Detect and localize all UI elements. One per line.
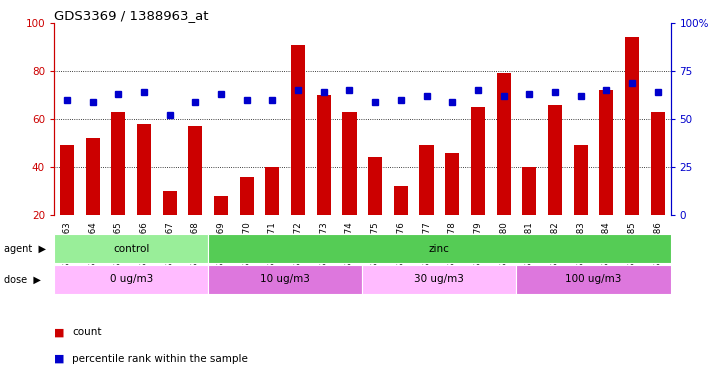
Bar: [445, 152, 459, 215]
Text: ■: ■: [54, 327, 65, 337]
Text: 10 ug/m3: 10 ug/m3: [260, 274, 310, 285]
Bar: [317, 95, 331, 215]
Bar: [214, 196, 228, 215]
Text: control: control: [113, 243, 149, 254]
Bar: [471, 107, 485, 215]
Bar: [497, 73, 510, 215]
Text: 0 ug/m3: 0 ug/m3: [110, 274, 153, 285]
Bar: [188, 126, 203, 215]
Text: 100 ug/m3: 100 ug/m3: [565, 274, 622, 285]
Bar: [368, 157, 382, 215]
Bar: [516, 265, 671, 294]
Bar: [548, 104, 562, 215]
Bar: [522, 167, 536, 215]
Bar: [362, 265, 516, 294]
Text: 30 ug/m3: 30 ug/m3: [415, 274, 464, 285]
Text: agent  ▶: agent ▶: [4, 243, 45, 254]
Bar: [574, 146, 588, 215]
Text: zinc: zinc: [429, 243, 450, 254]
Text: count: count: [72, 327, 102, 337]
Text: dose  ▶: dose ▶: [4, 274, 40, 285]
Bar: [394, 186, 408, 215]
Text: GDS3369 / 1388963_at: GDS3369 / 1388963_at: [54, 9, 208, 22]
Bar: [163, 191, 177, 215]
Bar: [239, 177, 254, 215]
Bar: [137, 124, 151, 215]
Bar: [650, 112, 665, 215]
Bar: [342, 112, 356, 215]
Bar: [208, 265, 362, 294]
Bar: [54, 234, 208, 263]
Bar: [54, 265, 208, 294]
Bar: [111, 112, 125, 215]
Bar: [599, 90, 614, 215]
Text: percentile rank within the sample: percentile rank within the sample: [72, 354, 248, 364]
Bar: [208, 234, 671, 263]
Bar: [625, 38, 639, 215]
Text: ■: ■: [54, 354, 65, 364]
Bar: [420, 146, 433, 215]
Bar: [60, 146, 74, 215]
Bar: [265, 167, 280, 215]
Bar: [291, 45, 305, 215]
Bar: [86, 138, 99, 215]
